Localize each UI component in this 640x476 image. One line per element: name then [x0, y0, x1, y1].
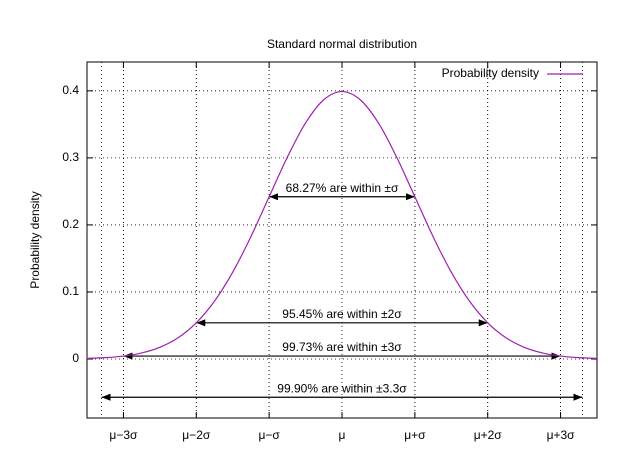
- y-tick-label: 0: [72, 351, 79, 365]
- x-tick-label: μ−3σ: [109, 428, 138, 442]
- chart-title: Standard normal distribution: [267, 37, 417, 51]
- x-tick-label: μ: [339, 428, 346, 442]
- y-tick-label: 0.1: [62, 284, 79, 298]
- y-tick-label: 0.3: [62, 150, 79, 164]
- annotation-label: 68.27% are within ±σ: [286, 181, 399, 195]
- y-axis-label: Probability density: [28, 191, 42, 288]
- line-series: [86, 90, 598, 359]
- legend-label: Probability density: [442, 66, 539, 80]
- x-tick-label: μ+σ: [404, 428, 426, 442]
- x-tick-label: μ−2σ: [182, 428, 211, 442]
- annotation-label: 99.90% are within ±3.3σ: [277, 381, 407, 395]
- x-tick-label: μ−σ: [258, 428, 280, 442]
- annotation-label: 99.73% are within ±3σ: [282, 340, 402, 354]
- y-tick-label: 0.4: [62, 83, 79, 97]
- annotation-label: 95.45% are within ±2σ: [282, 307, 402, 321]
- plot-frame: [86, 61, 598, 419]
- x-tick-label: μ+3σ: [547, 428, 576, 442]
- x-tick-label: μ+2σ: [474, 428, 503, 442]
- y-tick-label: 0.2: [62, 217, 79, 231]
